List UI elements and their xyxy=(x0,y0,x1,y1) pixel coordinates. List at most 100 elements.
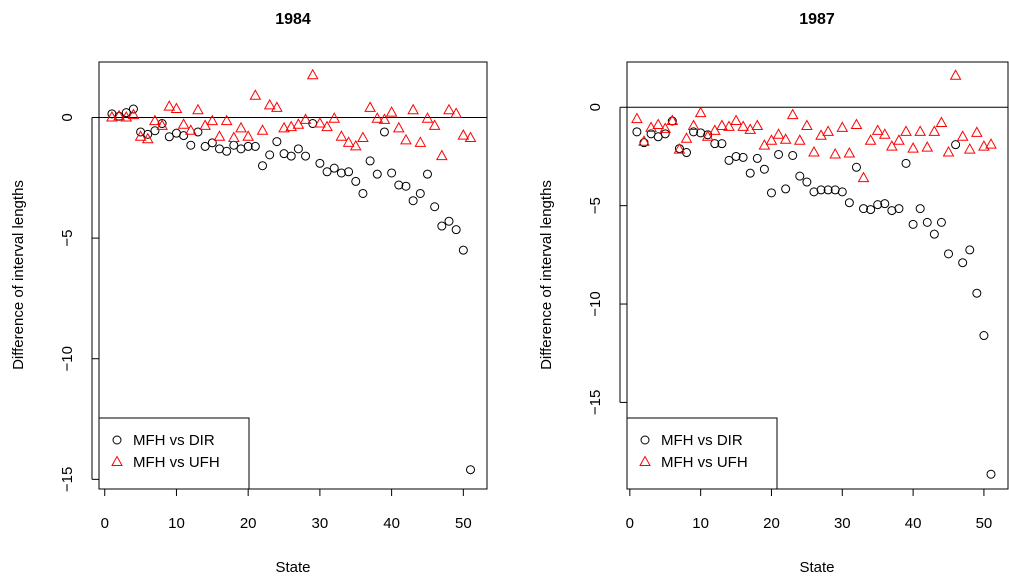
chart-title-1987: 1987 xyxy=(799,11,835,28)
legend-label-dir-1987: MFH vs DIR xyxy=(661,432,743,449)
x-tick-label: 20 xyxy=(240,515,257,532)
data-point-triangle xyxy=(737,120,749,131)
data-point-circle xyxy=(752,153,762,163)
data-point-triangle xyxy=(978,140,990,151)
data-point-circle xyxy=(880,199,890,209)
data-point-triangle xyxy=(428,119,441,130)
data-point-triangle xyxy=(163,100,176,111)
data-point-circle xyxy=(408,196,418,206)
data-point-circle xyxy=(336,168,346,178)
data-point-circle xyxy=(315,158,325,168)
data-point-circle xyxy=(859,204,869,214)
y-axis-1984: 0 −5 −10 −15 xyxy=(59,113,99,492)
data-point-circle xyxy=(979,331,989,341)
data-point-triangle xyxy=(970,126,983,137)
data-point-triangle xyxy=(457,129,470,140)
data-point-triangle xyxy=(106,110,118,122)
data-point-triangle xyxy=(227,131,240,142)
data-point-triangle xyxy=(364,101,376,112)
data-point-circle xyxy=(329,163,339,173)
data-point-triangle xyxy=(963,143,976,154)
data-point-circle xyxy=(915,204,925,214)
data-point-circle xyxy=(795,171,805,181)
data-point-triangle xyxy=(371,112,384,123)
data-point-triangle xyxy=(836,121,849,132)
data-point-triangle xyxy=(900,125,912,136)
data-point-triangle xyxy=(349,139,362,151)
data-point-triangle xyxy=(680,132,693,143)
data-point-triangle xyxy=(730,114,742,126)
data-point-triangle xyxy=(850,118,863,129)
legend-circle-marker-1987 xyxy=(640,435,650,445)
data-point-triangle xyxy=(299,113,312,124)
data-point-circle xyxy=(207,138,217,148)
data-point-triangle xyxy=(638,135,650,146)
data-point-triangle xyxy=(271,101,283,112)
data-point-circle xyxy=(344,167,354,177)
y-tick-label: −5 xyxy=(587,197,604,214)
data-point-triangle xyxy=(666,114,679,126)
data-point-triangle xyxy=(443,103,455,115)
data-point-triangle xyxy=(864,134,877,145)
data-point-circle xyxy=(379,127,389,137)
data-point-triangle xyxy=(213,130,226,141)
data-points-1987 xyxy=(631,69,997,479)
data-point-circle xyxy=(322,167,332,177)
y-tick-label: −15 xyxy=(587,390,604,415)
data-point-circle xyxy=(901,158,911,168)
data-point-circle xyxy=(951,140,961,150)
data-point-circle xyxy=(372,169,382,179)
data-point-circle xyxy=(936,217,946,227)
y-axis-label-1987: Difference of interval lengths xyxy=(538,180,555,370)
data-point-circle xyxy=(745,168,755,178)
x-tick-label: 10 xyxy=(168,515,185,532)
y-tick-label: −15 xyxy=(59,467,76,492)
panel-1984: 1984 State Difference of interval length… xyxy=(10,11,488,576)
data-point-circle xyxy=(837,187,847,197)
x-tick-label: 10 xyxy=(692,515,709,532)
data-point-circle xyxy=(444,216,454,226)
data-point-triangle xyxy=(659,122,672,133)
x-axis-label-1987: State xyxy=(799,559,834,576)
data-point-triangle xyxy=(928,125,941,136)
data-point-circle xyxy=(958,258,968,268)
data-point-triangle xyxy=(134,130,147,141)
data-point-triangle xyxy=(435,149,448,161)
data-point-circle xyxy=(222,146,232,156)
data-point-triangle xyxy=(772,128,785,139)
data-point-triangle xyxy=(378,113,391,124)
data-point-circle xyxy=(717,139,727,149)
data-point-circle xyxy=(186,140,196,150)
data-point-circle xyxy=(681,148,691,158)
data-point-circle xyxy=(922,217,932,227)
legend-box-1987 xyxy=(626,417,778,490)
data-point-triangle xyxy=(701,130,714,141)
x-tick-label: 0 xyxy=(101,515,109,532)
data-point-circle xyxy=(873,200,883,210)
data-point-circle xyxy=(415,188,425,198)
data-point-circle xyxy=(394,180,404,190)
data-point-triangle xyxy=(263,98,276,110)
data-point-triangle xyxy=(723,120,735,131)
data-point-triangle xyxy=(385,106,398,117)
data-point-triangle xyxy=(871,124,884,135)
data-point-triangle xyxy=(357,131,369,142)
legend-box-1984 xyxy=(98,417,250,490)
data-point-circle xyxy=(286,151,296,161)
data-point-triangle xyxy=(878,128,891,139)
data-point-triangle xyxy=(342,136,355,147)
x-tick-label: 40 xyxy=(383,515,400,532)
x-tick-label: 30 xyxy=(312,515,329,532)
data-point-circle xyxy=(128,104,138,114)
data-point-circle xyxy=(731,151,741,161)
y-axis-1987: 0 −5 −10 −15 xyxy=(587,103,627,415)
data-point-triangle xyxy=(285,120,298,132)
data-point-triangle xyxy=(328,112,341,123)
data-point-circle xyxy=(451,225,461,235)
data-point-triangle xyxy=(935,116,948,127)
data-point-triangle xyxy=(751,119,764,130)
data-point-triangle xyxy=(631,112,643,124)
data-point-circle xyxy=(272,137,282,147)
y-axis-label-1984: Difference of interval lengths xyxy=(10,180,27,370)
